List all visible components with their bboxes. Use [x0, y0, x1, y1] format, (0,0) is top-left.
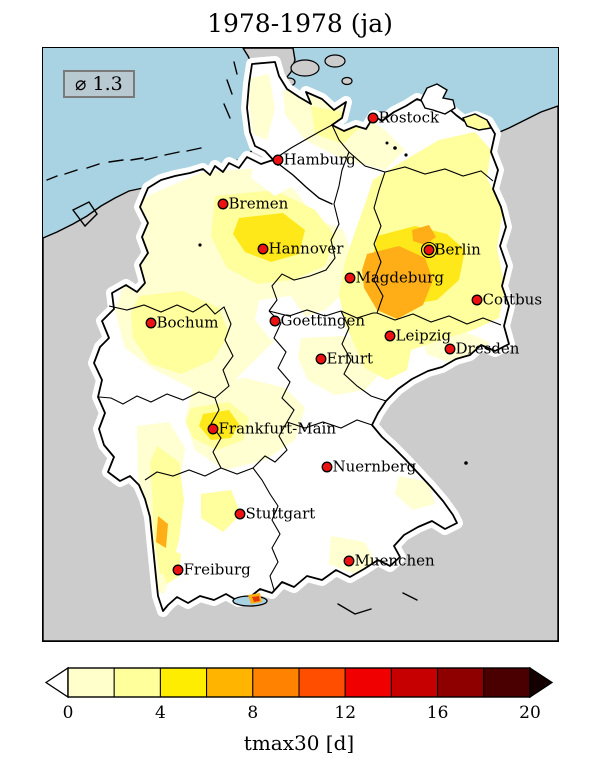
city-label: Freiburg	[184, 561, 252, 579]
colorbar: 0 4 8 12 16 20 tmax30 [d]	[44, 666, 554, 755]
city-marker	[321, 461, 333, 473]
colorbar-segment	[206, 667, 254, 698]
colorbar-segment	[437, 667, 485, 698]
data-layer	[115, 74, 505, 594]
city-label: Magdeburg	[356, 269, 445, 287]
city-label: Rostock	[379, 109, 440, 127]
colorbar-segment	[159, 667, 208, 698]
colorbar-segment	[298, 667, 346, 698]
city-label: Leipzig	[396, 327, 452, 345]
city-marker	[272, 154, 284, 166]
colorbar-outline	[67, 667, 531, 698]
colorbar-tick-label: 0	[63, 703, 74, 723]
city-label: Nuernberg	[333, 458, 417, 476]
city-marker	[207, 423, 219, 435]
city-label: Frankfurt-Main	[219, 420, 337, 438]
city-marker	[423, 244, 435, 256]
colorbar-label: tmax30 [d]	[244, 731, 354, 755]
city-marker	[257, 243, 269, 255]
city-marker	[172, 564, 184, 576]
colorbar-tick-label: 12	[334, 703, 356, 723]
usedom-island	[462, 113, 493, 131]
colorbar-tick-label: 8	[247, 703, 258, 723]
colorbar-tick-label: 20	[519, 703, 541, 723]
state-borders	[98, 124, 502, 591]
city-marker	[384, 330, 396, 342]
colorbar-tick-label: 16	[427, 703, 449, 723]
city-label: Hannover	[269, 240, 345, 258]
map-svg: Rostock Hamburg Bremen Hannover Berlin Magdeb…	[43, 48, 558, 641]
city-label: Stuttgart	[246, 505, 316, 523]
mean-badge: ⌀ 1.3	[63, 70, 135, 98]
city-label: Bremen	[229, 195, 289, 213]
city-label: Dresden	[456, 340, 520, 358]
city-marker	[145, 317, 157, 329]
ruegen-island	[420, 83, 456, 115]
colorbar-segment	[67, 667, 115, 698]
mean-badge-text: ⌀ 1.3	[75, 73, 123, 95]
city-label: Cottbus	[483, 291, 543, 309]
colorbar-segment	[390, 667, 439, 698]
city-label: Hamburg	[284, 151, 357, 169]
city-label: Erfurt	[327, 350, 374, 368]
hot-sliver-red	[252, 596, 260, 602]
city-marker	[444, 343, 456, 355]
city-label: Bochum	[157, 314, 219, 332]
city-marker	[269, 315, 281, 327]
city-marker	[471, 294, 483, 306]
city-label: Goettingen	[281, 312, 366, 330]
colorbar-ticks: 0 4 8 12 16 20	[63, 703, 541, 723]
berlin-state-ring	[420, 241, 438, 259]
colorbar-segment	[344, 667, 392, 698]
colorbar-segment	[483, 667, 531, 698]
city-marker	[315, 353, 327, 365]
colorbar-segment	[113, 667, 161, 698]
city-marker	[217, 198, 229, 210]
city-label: Berlin	[435, 241, 482, 259]
colorbar-under-arrow	[44, 666, 69, 699]
city-marker	[343, 555, 355, 567]
city-marker	[367, 112, 379, 124]
colorbar-over-arrow	[529, 666, 554, 699]
map-frame: Rostock Hamburg Bremen Hannover Berlin Magdeb…	[42, 47, 559, 642]
colorbar-tick-label: 4	[155, 703, 166, 723]
lake-marks	[198, 141, 468, 465]
city-layer: Rostock Hamburg Bremen Hannover Berlin Magdeb…	[145, 109, 543, 579]
coast-details	[46, 61, 418, 615]
figure-title: 1978-1978 (ja)	[207, 9, 393, 38]
city-marker	[344, 272, 356, 284]
city-marker	[234, 508, 246, 520]
colorbar-segments	[67, 667, 531, 698]
colorbar-segment	[252, 667, 300, 698]
city-label: Muenchen	[355, 552, 435, 570]
